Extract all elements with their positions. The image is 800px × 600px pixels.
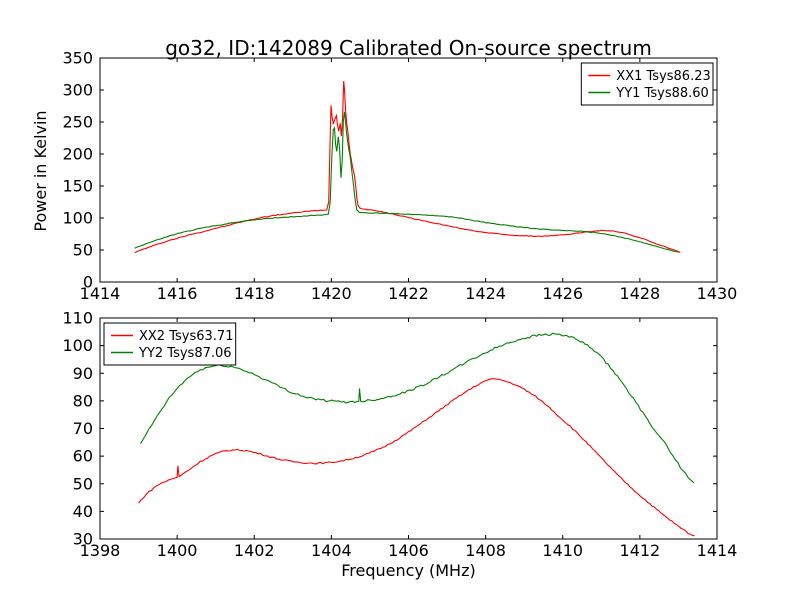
chart-title: go32, ID:142089 Calibrated On-source spe… — [165, 36, 652, 60]
y-tick-label: 60 — [73, 447, 93, 466]
x-tick-label: 1426 — [542, 284, 583, 303]
x-tick-label: 1424 — [465, 284, 506, 303]
x-tick-label: 1430 — [697, 284, 738, 303]
y-tick-label: 100 — [62, 336, 93, 355]
x-tick-label: 1416 — [157, 284, 198, 303]
y-tick-label: 70 — [73, 419, 93, 438]
y-tick-label: 40 — [73, 502, 93, 521]
y-tick-label: 350 — [62, 49, 93, 68]
y-tick-label: 100 — [62, 209, 93, 228]
x-tick-label: 1408 — [465, 541, 506, 560]
x-tick-label: 1406 — [388, 541, 429, 560]
y-tick-label: 150 — [62, 177, 93, 196]
y-axis-label: Power in Kelvin — [31, 110, 50, 232]
x-tick-label: 1404 — [311, 541, 352, 560]
legend-label: YY2 Tsys87.06 — [138, 346, 232, 361]
x-axis-label: Frequency (MHz) — [341, 561, 476, 580]
top-plot-series-line-1 — [134, 111, 679, 253]
y-tick-label: 80 — [73, 391, 93, 410]
y-tick-label: 300 — [62, 81, 93, 100]
top-plot: 1414 1416 1418 1420 1422 1424 1426 1428 1430 0 50 1… — [62, 49, 737, 303]
legend-box — [103, 322, 237, 366]
bottom-plot-legend: XX2 Tsys63.71 YY2 Tsys87.06 — [103, 322, 237, 366]
x-tick-label: 1422 — [388, 284, 429, 303]
y-tick-label: 50 — [73, 241, 93, 260]
legend-label: YY1 Tsys88.60 — [615, 86, 709, 101]
bottom-plot-series-line-0 — [138, 377, 695, 537]
x-tick-label: 1414 — [697, 541, 738, 560]
bottom-plot: 1398 1400 1402 1404 1406 1408 1410 1412 1414 30 40… — [62, 309, 737, 560]
x-tick-label: 1428 — [620, 284, 661, 303]
y-tick-label: 90 — [73, 364, 93, 383]
x-tick-label: 1410 — [542, 541, 583, 560]
x-tick-label: 1418 — [234, 284, 275, 303]
x-tick-label: 1412 — [620, 541, 661, 560]
x-tick-label: 1420 — [311, 284, 352, 303]
y-tick-label: 0 — [83, 273, 93, 292]
x-tick-label: 1402 — [234, 541, 275, 560]
top-plot-legend: XX1 Tsys86.23 YY1 Tsys88.60 — [580, 62, 714, 106]
y-tick-label: 50 — [73, 474, 93, 493]
legend-box — [580, 62, 714, 106]
legend-label: XX2 Tsys63.71 — [139, 329, 233, 344]
x-tick-label: 1400 — [157, 541, 198, 560]
top-plot-series-line-0 — [134, 80, 681, 254]
y-tick-label: 30 — [73, 530, 93, 549]
x-tick-label: 1398 — [80, 541, 121, 560]
y-tick-label: 200 — [62, 145, 93, 164]
bottom-plot-series-line-1 — [140, 332, 695, 484]
legend-label: XX1 Tsys86.23 — [616, 69, 710, 84]
y-tick-label: 250 — [62, 113, 93, 132]
x-tick-label: 1414 — [80, 284, 121, 303]
y-tick-label: 110 — [62, 309, 93, 328]
